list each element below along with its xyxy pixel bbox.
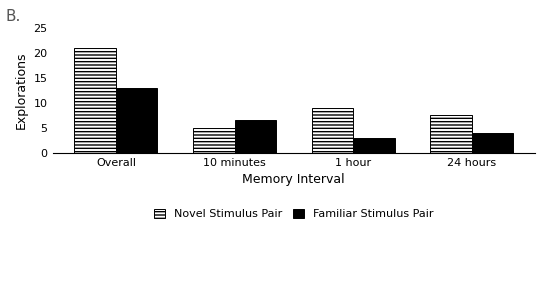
Y-axis label: Explorations: Explorations bbox=[15, 52, 28, 129]
X-axis label: Memory Interval: Memory Interval bbox=[243, 173, 345, 186]
Legend: Novel Stimulus Pair, Familiar Stimulus Pair: Novel Stimulus Pair, Familiar Stimulus P… bbox=[151, 206, 437, 222]
Bar bbox=[193, 128, 234, 153]
Bar bbox=[234, 120, 276, 153]
Bar bbox=[74, 48, 116, 153]
Bar bbox=[471, 133, 513, 153]
Text: B.: B. bbox=[6, 9, 21, 24]
Bar bbox=[116, 88, 157, 153]
Bar bbox=[430, 115, 471, 153]
Bar bbox=[311, 108, 353, 153]
Bar bbox=[353, 138, 394, 153]
